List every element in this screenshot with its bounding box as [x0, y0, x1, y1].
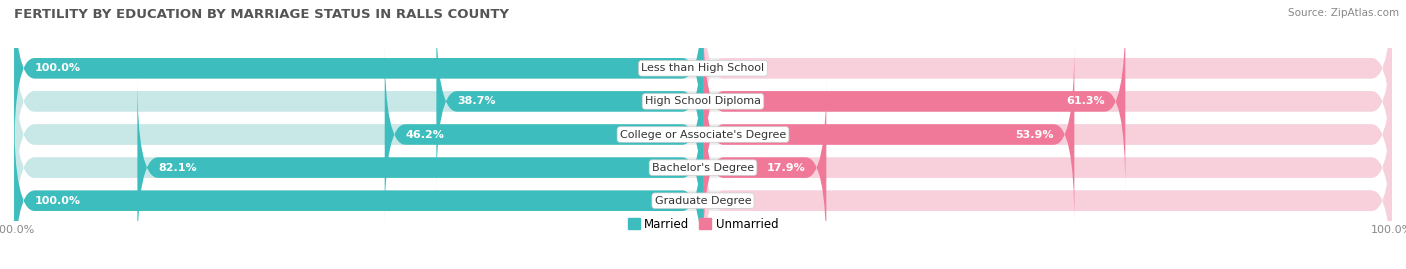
- Text: College or Associate's Degree: College or Associate's Degree: [620, 129, 786, 140]
- FancyBboxPatch shape: [703, 112, 1392, 269]
- Legend: Married, Unmarried: Married, Unmarried: [623, 213, 783, 235]
- FancyBboxPatch shape: [14, 0, 703, 157]
- Text: 0.0%: 0.0%: [713, 63, 741, 73]
- Text: High School Diploma: High School Diploma: [645, 96, 761, 107]
- Text: 53.9%: 53.9%: [1015, 129, 1053, 140]
- FancyBboxPatch shape: [703, 45, 1074, 224]
- Text: 61.3%: 61.3%: [1066, 96, 1105, 107]
- FancyBboxPatch shape: [14, 112, 1392, 269]
- FancyBboxPatch shape: [385, 45, 703, 224]
- FancyBboxPatch shape: [14, 45, 1392, 224]
- Text: 0.0%: 0.0%: [713, 196, 741, 206]
- Text: FERTILITY BY EDUCATION BY MARRIAGE STATUS IN RALLS COUNTY: FERTILITY BY EDUCATION BY MARRIAGE STATU…: [14, 8, 509, 21]
- Text: 100.0%: 100.0%: [35, 63, 80, 73]
- FancyBboxPatch shape: [14, 12, 1392, 190]
- FancyBboxPatch shape: [703, 12, 1392, 190]
- FancyBboxPatch shape: [138, 79, 703, 257]
- FancyBboxPatch shape: [14, 112, 703, 269]
- FancyBboxPatch shape: [14, 79, 1392, 257]
- FancyBboxPatch shape: [436, 12, 703, 190]
- Text: Source: ZipAtlas.com: Source: ZipAtlas.com: [1288, 8, 1399, 18]
- FancyBboxPatch shape: [14, 0, 1392, 157]
- Text: Graduate Degree: Graduate Degree: [655, 196, 751, 206]
- FancyBboxPatch shape: [14, 12, 703, 190]
- FancyBboxPatch shape: [14, 112, 703, 269]
- FancyBboxPatch shape: [703, 0, 1392, 157]
- FancyBboxPatch shape: [14, 79, 703, 257]
- FancyBboxPatch shape: [703, 12, 1125, 190]
- FancyBboxPatch shape: [703, 79, 827, 257]
- FancyBboxPatch shape: [703, 79, 1392, 257]
- Text: 38.7%: 38.7%: [457, 96, 495, 107]
- Text: Less than High School: Less than High School: [641, 63, 765, 73]
- FancyBboxPatch shape: [14, 0, 703, 157]
- Text: 82.1%: 82.1%: [157, 162, 197, 173]
- Text: 46.2%: 46.2%: [405, 129, 444, 140]
- FancyBboxPatch shape: [703, 45, 1392, 224]
- FancyBboxPatch shape: [14, 45, 703, 224]
- Text: 100.0%: 100.0%: [35, 196, 80, 206]
- Text: Bachelor's Degree: Bachelor's Degree: [652, 162, 754, 173]
- Text: 17.9%: 17.9%: [766, 162, 806, 173]
